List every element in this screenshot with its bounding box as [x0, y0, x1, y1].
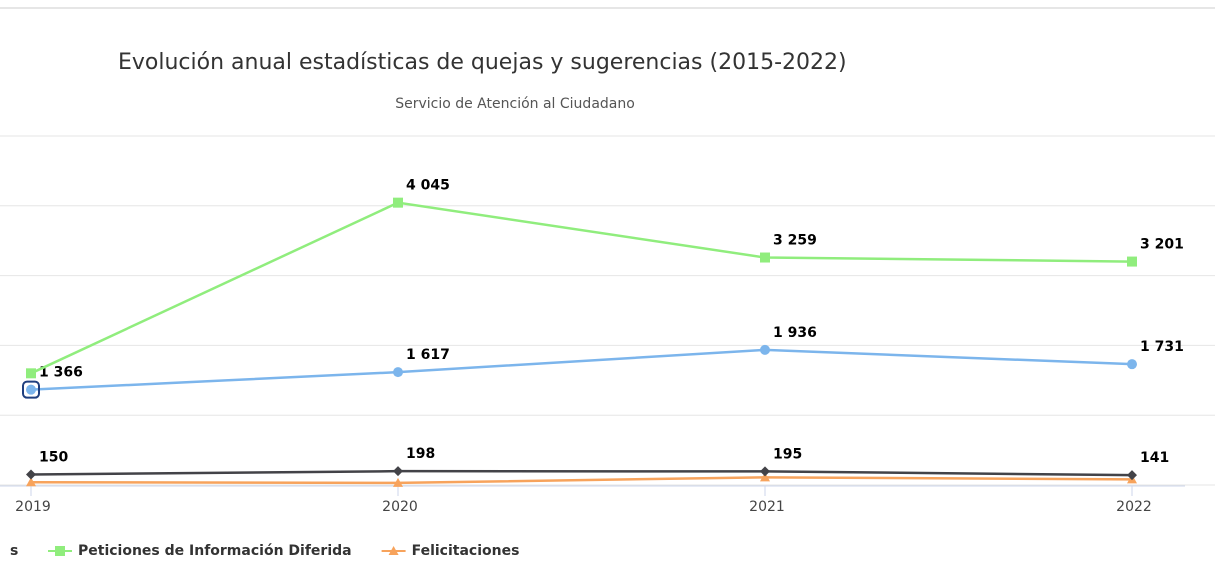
- data-label: 198: [406, 446, 435, 462]
- x-tick-label: 2022: [1116, 499, 1152, 515]
- marker: [26, 477, 36, 487]
- data-label: 1 617: [406, 347, 450, 363]
- data-label: 3 201: [1140, 237, 1184, 253]
- data-label: 3 259: [773, 233, 817, 249]
- x-tick-label: 2021: [749, 499, 785, 515]
- marker: [388, 546, 399, 555]
- marker: [1127, 256, 1137, 267]
- x-tick-label: 2020: [382, 499, 418, 515]
- data-label: 150: [39, 450, 68, 466]
- series-line: [30, 476, 1133, 485]
- hover-halo: [22, 380, 40, 399]
- data-label: 1 366: [39, 365, 83, 381]
- marker: [26, 469, 36, 480]
- marker: [760, 466, 770, 477]
- marker: [760, 344, 770, 355]
- data-label: 1 936: [773, 325, 817, 341]
- data-label: 141: [1140, 450, 1169, 466]
- marker: [393, 197, 403, 208]
- chart-subtitle: Servicio de Atención al Ciudadano: [395, 96, 635, 112]
- marker: [26, 384, 36, 395]
- legend-label: Felicitaciones: [412, 543, 520, 559]
- marker: [1127, 359, 1137, 370]
- series-line: [30, 201, 1133, 375]
- data-label: 195: [773, 446, 802, 462]
- data-label: 4 045: [406, 178, 450, 194]
- marker: [1127, 470, 1137, 481]
- legend-label: Peticiones de Información Diferida: [78, 543, 352, 559]
- series-line: [30, 469, 1133, 477]
- marker: [55, 546, 65, 556]
- marker: [760, 252, 770, 263]
- chart-title: Evolución anual estadísticas de quejas y…: [118, 50, 847, 75]
- marker: [393, 477, 403, 487]
- data-label: 1 731: [1140, 339, 1184, 355]
- marker: [26, 368, 36, 379]
- x-tick-label: 2019: [15, 499, 51, 515]
- marker: [760, 472, 770, 482]
- marker: [393, 466, 403, 477]
- marker: [393, 367, 403, 378]
- legend-fragment: s: [10, 543, 18, 559]
- series-line: [30, 348, 1133, 391]
